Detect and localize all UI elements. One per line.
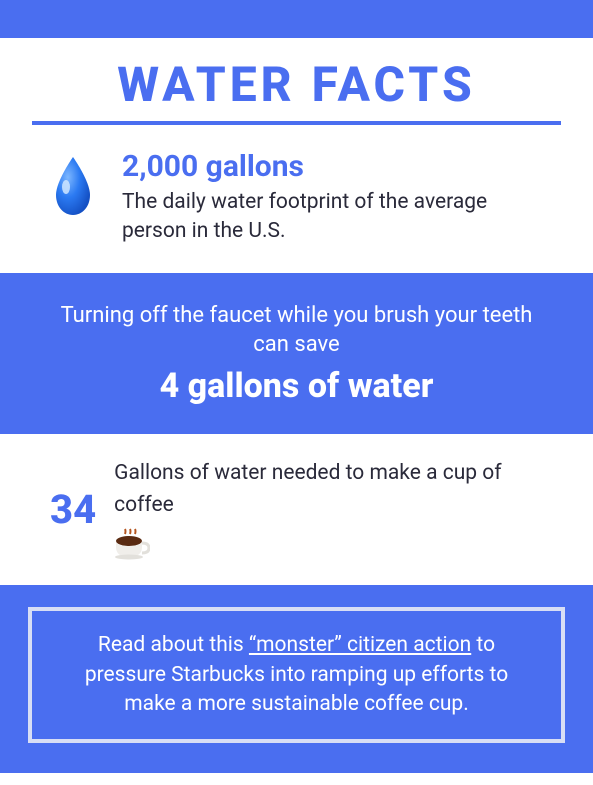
coffee-cup-icon xyxy=(114,527,150,561)
fact3-text: Gallons of water needed to make a cup of… xyxy=(114,458,553,521)
cta-box: Read about this “monster” citizen action… xyxy=(28,607,565,743)
fact1-headline: 2,000 gallons xyxy=(122,149,553,184)
fact-coffee: 34 Gallons of water needed to make a cup… xyxy=(0,434,593,585)
cta-pre: Read about this xyxy=(98,633,249,657)
title-divider xyxy=(32,121,561,125)
cta-section: Read about this “monster” citizen action… xyxy=(0,585,593,773)
fact-water-footprint: 2,000 gallons The daily water footprint … xyxy=(0,149,593,273)
page-title: WATER FACTS xyxy=(0,56,593,113)
fact3-body: Gallons of water needed to make a cup of… xyxy=(114,458,553,561)
cta-link[interactable]: “monster” citizen action xyxy=(249,633,471,657)
fact1-body: The daily water footprint of the average… xyxy=(122,188,553,247)
water-drop-icon xyxy=(50,155,96,221)
fact1-content: 2,000 gallons The daily water footprint … xyxy=(122,149,553,247)
fact2-emphasis: 4 gallons of water xyxy=(50,366,543,406)
fact2-lead: Turning off the faucet while you brush y… xyxy=(50,301,543,360)
fact-faucet: Turning off the faucet while you brush y… xyxy=(0,273,593,434)
top-banner-bar xyxy=(0,0,593,38)
fact3-number: 34 xyxy=(50,486,96,533)
